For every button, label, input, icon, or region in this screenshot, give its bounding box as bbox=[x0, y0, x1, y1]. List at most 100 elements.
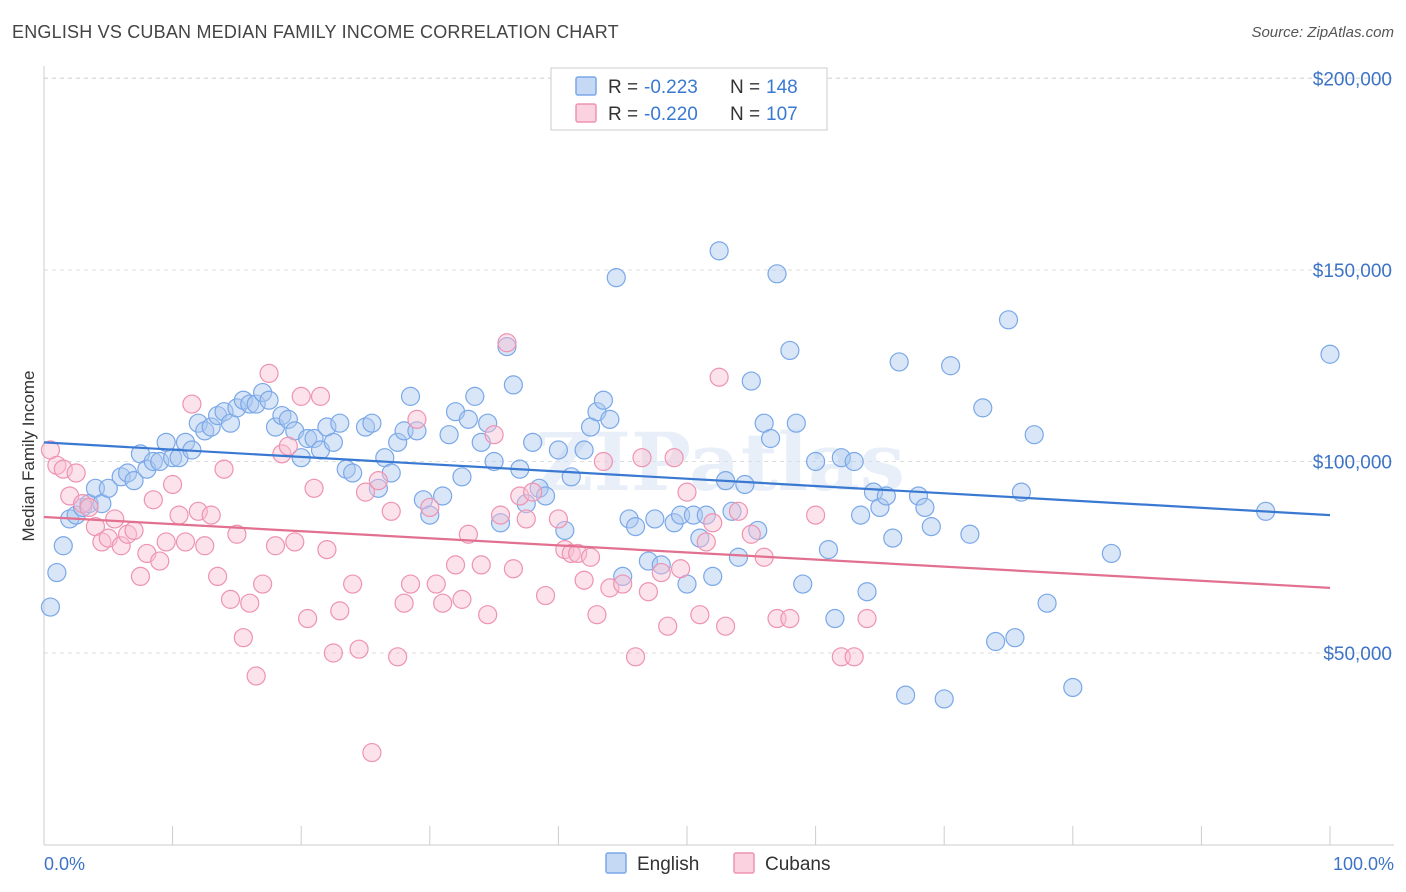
data-point bbox=[330, 601, 350, 621]
english-points bbox=[40, 241, 1340, 709]
source-label: Source: ZipAtlas.com bbox=[1251, 24, 1394, 41]
data-point bbox=[767, 264, 787, 284]
data-point bbox=[998, 310, 1019, 330]
data-point bbox=[606, 268, 626, 288]
x-tick-marks bbox=[43, 826, 1331, 845]
data-point bbox=[188, 413, 208, 433]
data-point bbox=[715, 616, 736, 636]
data-point bbox=[645, 509, 665, 529]
data-point bbox=[182, 394, 202, 414]
data-point bbox=[343, 574, 363, 594]
data-point bbox=[593, 451, 614, 472]
data-point bbox=[53, 459, 73, 479]
data-point bbox=[201, 417, 221, 437]
data-point bbox=[805, 505, 826, 525]
cubans-r-value: -0.220 bbox=[644, 104, 698, 125]
data-point bbox=[439, 425, 459, 445]
data-point bbox=[117, 463, 138, 483]
data-point bbox=[79, 497, 99, 518]
chart-title: ENGLISH VS CUBAN MEDIAN FAMILY INCOME CO… bbox=[12, 22, 619, 42]
data-point bbox=[490, 513, 511, 533]
data-point bbox=[278, 436, 298, 456]
data-point bbox=[568, 543, 588, 564]
data-point bbox=[310, 386, 331, 406]
data-point bbox=[574, 440, 594, 460]
data-point bbox=[433, 593, 453, 613]
data-point bbox=[722, 501, 742, 521]
data-point bbox=[510, 486, 530, 506]
data-point bbox=[156, 532, 176, 552]
gridlines bbox=[44, 77, 1394, 654]
data-point bbox=[1320, 344, 1340, 364]
data-point bbox=[709, 367, 729, 387]
data-point bbox=[47, 562, 67, 583]
data-point bbox=[613, 566, 633, 587]
stats-legend-frame bbox=[550, 67, 828, 131]
data-point bbox=[1037, 593, 1057, 613]
data-point bbox=[793, 574, 813, 594]
english-n-label: N = bbox=[730, 77, 760, 98]
data-point bbox=[625, 517, 646, 537]
data-point bbox=[561, 543, 581, 564]
data-point bbox=[259, 363, 279, 384]
data-point bbox=[124, 520, 144, 541]
data-point bbox=[394, 593, 414, 613]
data-point bbox=[780, 608, 800, 629]
data-point bbox=[973, 398, 993, 418]
data-point bbox=[844, 451, 864, 472]
data-point bbox=[368, 478, 388, 498]
data-point bbox=[111, 536, 131, 556]
data-point bbox=[915, 497, 935, 518]
data-point bbox=[921, 517, 941, 537]
data-point bbox=[587, 605, 607, 625]
data-point bbox=[484, 451, 504, 472]
data-point bbox=[1101, 543, 1121, 564]
data-point bbox=[452, 589, 472, 609]
data-point bbox=[561, 467, 581, 487]
data-point bbox=[625, 647, 646, 667]
data-point bbox=[555, 520, 575, 541]
data-point bbox=[638, 551, 659, 571]
data-point bbox=[664, 513, 684, 533]
data-point bbox=[143, 490, 163, 510]
data-point bbox=[478, 413, 498, 433]
data-point bbox=[298, 608, 318, 629]
data-point bbox=[246, 394, 266, 414]
stats-legend: R = -0.223 N = 148 R = -0.220 N = 107 bbox=[550, 67, 828, 131]
data-point bbox=[851, 505, 871, 525]
data-point bbox=[240, 394, 260, 414]
data-point bbox=[503, 559, 523, 579]
data-point bbox=[805, 451, 826, 472]
data-point bbox=[548, 440, 569, 460]
data-point bbox=[291, 386, 311, 406]
data-point bbox=[670, 559, 691, 579]
data-point bbox=[484, 425, 504, 445]
data-point bbox=[690, 605, 710, 625]
data-point bbox=[786, 413, 806, 433]
data-point bbox=[523, 432, 543, 452]
data-point bbox=[214, 459, 234, 479]
legend-cubans-swatch bbox=[733, 852, 755, 874]
data-point bbox=[400, 574, 421, 594]
data-point bbox=[130, 566, 151, 587]
data-point bbox=[600, 409, 620, 429]
data-point bbox=[298, 428, 318, 449]
data-point bbox=[388, 647, 408, 667]
data-point bbox=[516, 509, 536, 529]
series-legend: English Cubans bbox=[605, 852, 831, 875]
data-point bbox=[388, 432, 408, 452]
data-point bbox=[896, 685, 916, 705]
data-point bbox=[535, 585, 556, 606]
data-point bbox=[458, 524, 478, 544]
data-point bbox=[220, 589, 241, 609]
data-point bbox=[741, 371, 761, 391]
data-point bbox=[240, 593, 260, 613]
data-point bbox=[362, 413, 382, 433]
y-tick-label: $50,000 bbox=[1323, 644, 1392, 665]
data-point bbox=[233, 628, 253, 648]
data-point bbox=[143, 451, 163, 472]
data-point bbox=[362, 742, 382, 763]
data-point bbox=[593, 390, 614, 410]
watermark: ZIPatlas bbox=[535, 415, 905, 509]
